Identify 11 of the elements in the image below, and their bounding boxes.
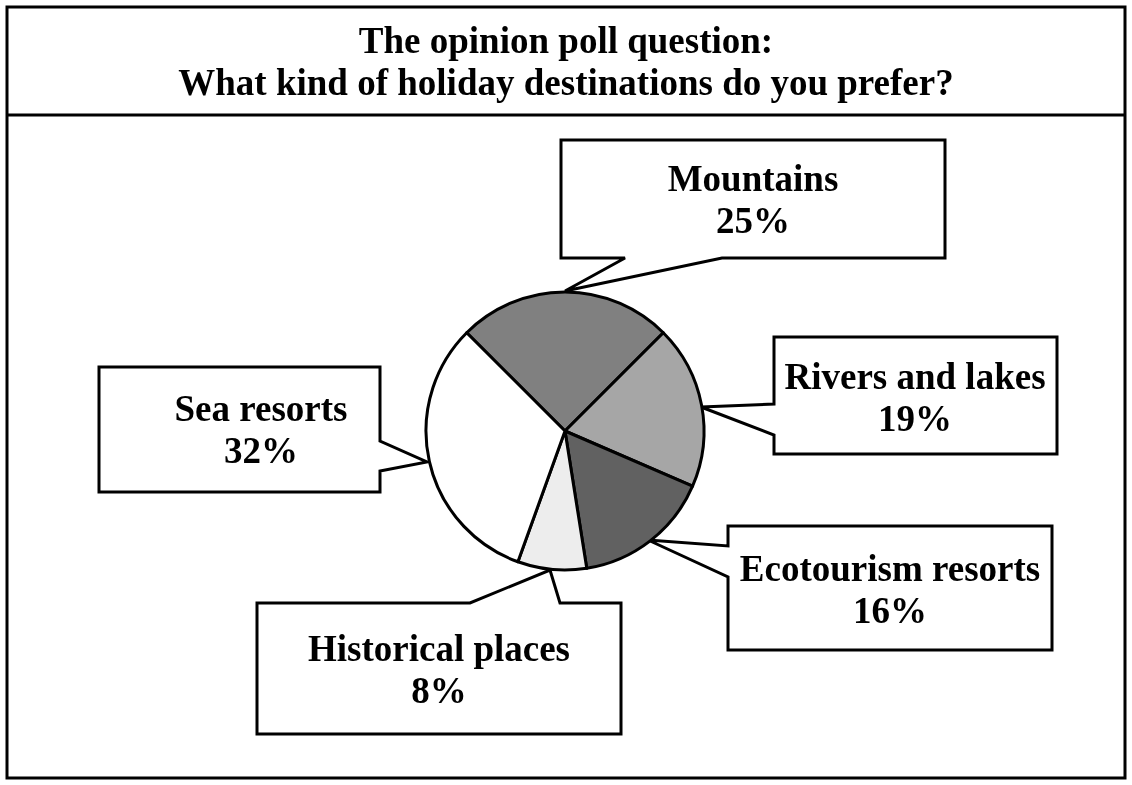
slice-label: Historical places [307,628,571,669]
data-label: 19% [878,398,952,439]
slice-label: Rivers and lakes [784,356,1046,397]
slice-label: Sea resorts [174,388,348,429]
slice-label: Ecotourism resorts [739,548,1041,589]
data-label: 32% [224,430,298,471]
chart-title: The opinion poll question: What kind of holiday destinations do you prefer? [178,20,954,103]
data-label: 16% [853,590,927,631]
slice-label: Mountains [667,158,839,199]
data-label: 25% [716,200,790,241]
data-label: 8% [411,670,467,711]
